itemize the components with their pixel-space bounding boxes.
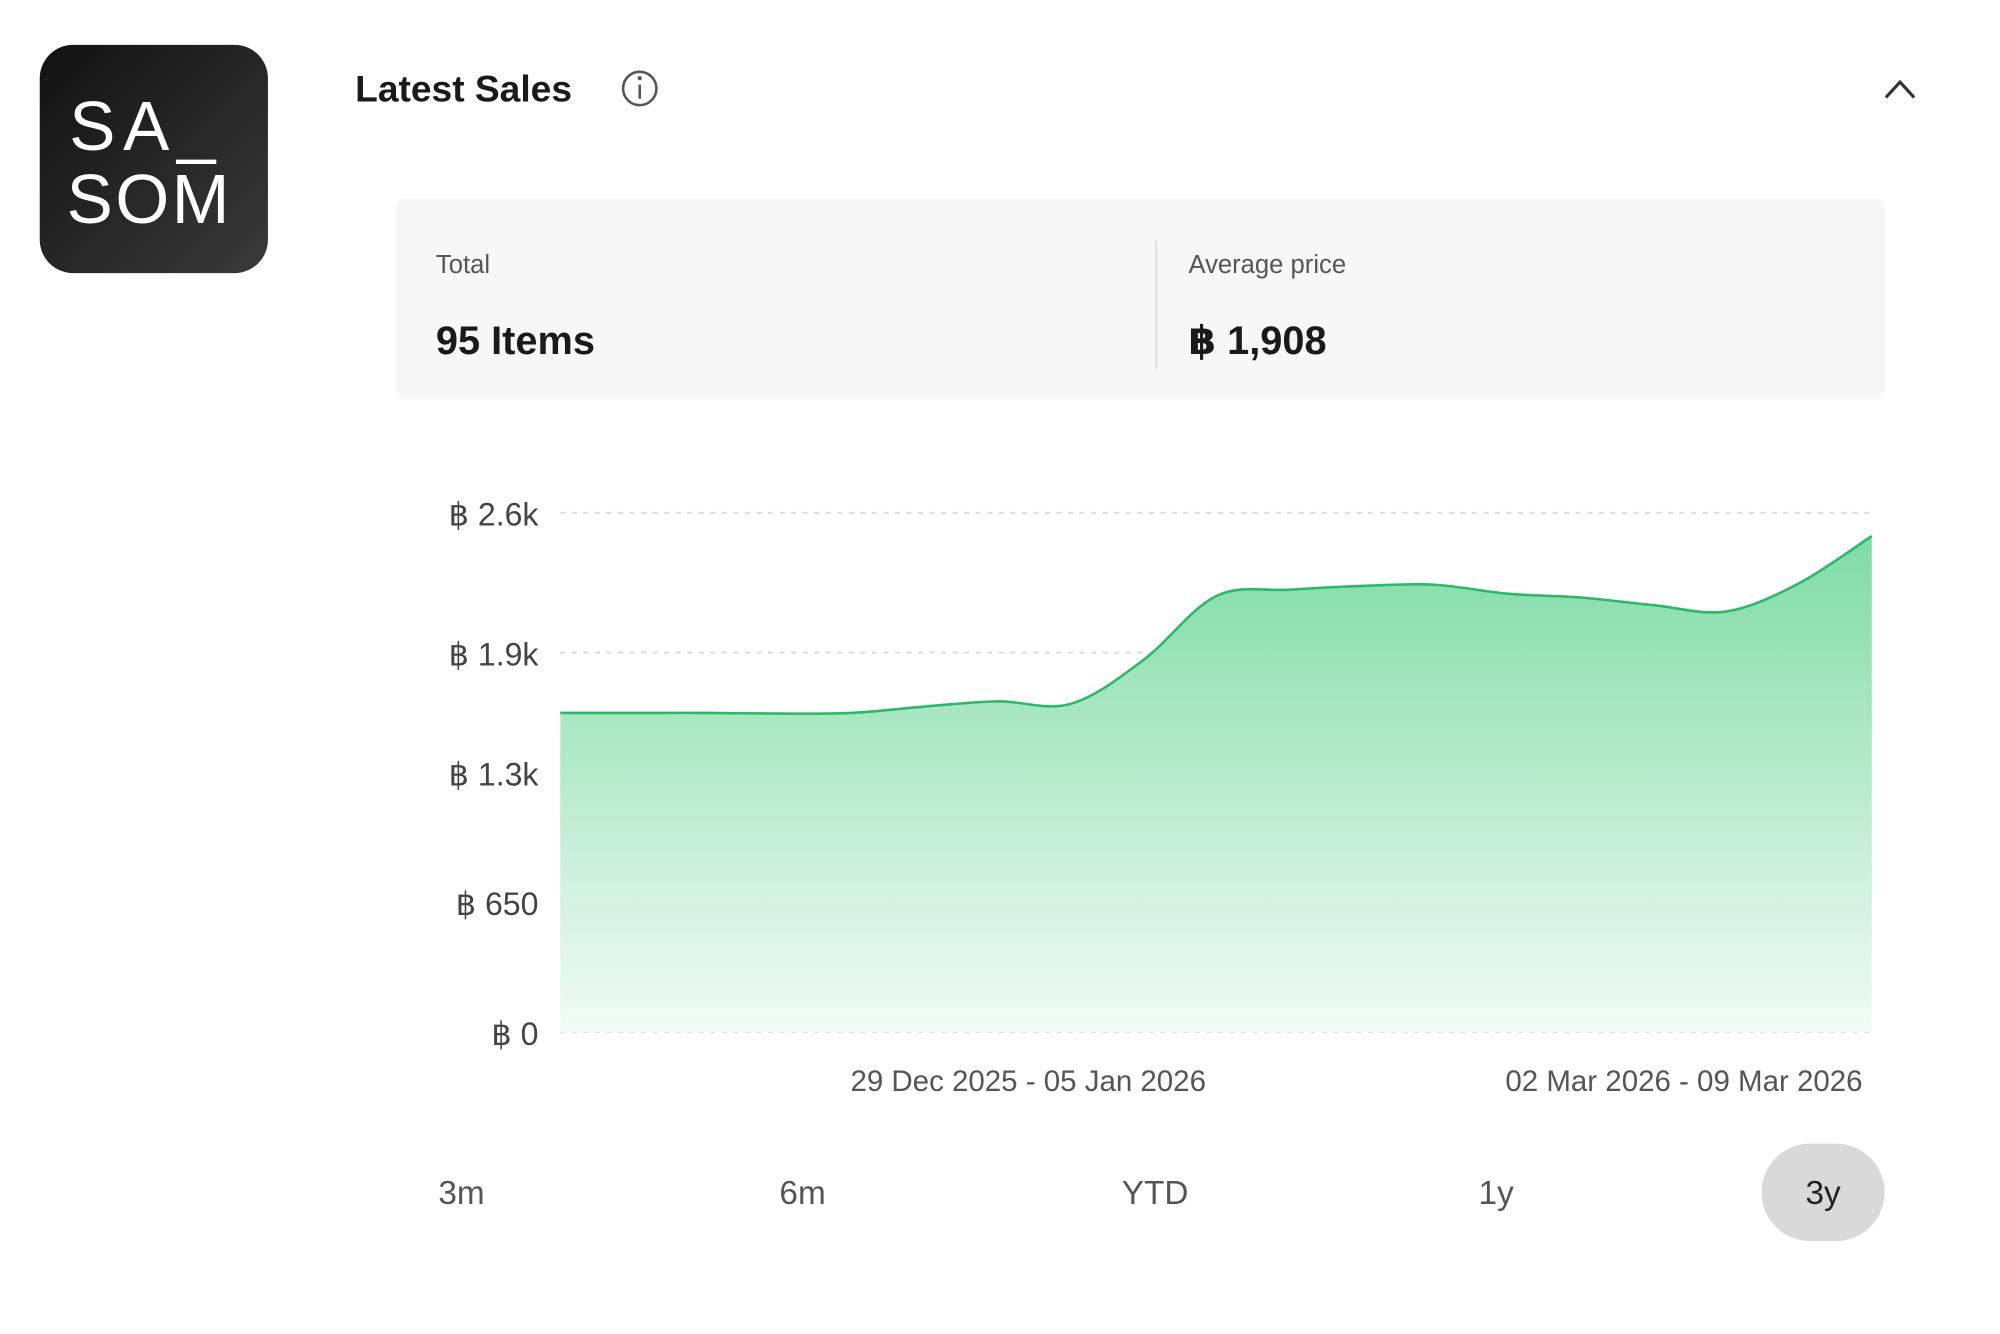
logo-text: SOM [67, 160, 232, 238]
range-label: 6m [779, 1175, 825, 1212]
stats-card: Total 95 Items Average price ฿ 1,908 [396, 198, 1885, 399]
selected-bg [1761, 1143, 1885, 1242]
logo: SA_ SOM [39, 44, 268, 274]
x-tick-label: 29 Dec 2025 - 05 Jan 2026 [850, 1065, 1206, 1098]
range-label: YTD [1122, 1175, 1189, 1212]
stat-label: Average price [1188, 251, 1346, 279]
range-label: 3m [438, 1175, 484, 1212]
collapse-chevron[interactable] [1884, 79, 1916, 99]
stat-value: ฿ 1,908 [1188, 319, 1326, 363]
range-button[interactable]: YTD [1122, 1175, 1189, 1212]
y-tick-label: ฿ 1.3k [449, 756, 540, 792]
stat-value: 95 Items [436, 319, 595, 363]
logo-text: SA_ [69, 87, 223, 165]
range-button[interactable]: 3y [1761, 1143, 1885, 1242]
section-title: Latest Sales [355, 67, 572, 109]
y-tick-label: ฿ 1.9k [449, 636, 540, 672]
range-button[interactable]: 3m [438, 1175, 484, 1212]
y-tick-label: ฿ 2.6k [449, 497, 540, 533]
stats-bg [396, 198, 1885, 399]
info-icon[interactable] [621, 70, 658, 107]
range-buttons: 3m 6m YTD 1y 3y [438, 1143, 1885, 1242]
range-label: 3y [1805, 1175, 1841, 1212]
range-button[interactable]: 6m [779, 1175, 825, 1212]
chart: ฿ 0 ฿ 650 ฿ 1.3k ฿ 1.9k ฿ 2.6k 29 Dec 2025 - … [449, 497, 1873, 1098]
y-tick-label: ฿ 0 [491, 1016, 538, 1052]
logo-bg [39, 44, 268, 274]
y-tick-label: ฿ 650 [456, 886, 539, 922]
range-button[interactable]: 1y [1479, 1175, 1515, 1212]
price-line [560, 534, 1873, 715]
stat-label: Total [436, 251, 490, 279]
area-fill [560, 535, 1872, 1033]
range-label: 1y [1479, 1175, 1515, 1212]
x-tick-label: 02 Mar 2026 - 09 Mar 2026 [1505, 1065, 1862, 1098]
